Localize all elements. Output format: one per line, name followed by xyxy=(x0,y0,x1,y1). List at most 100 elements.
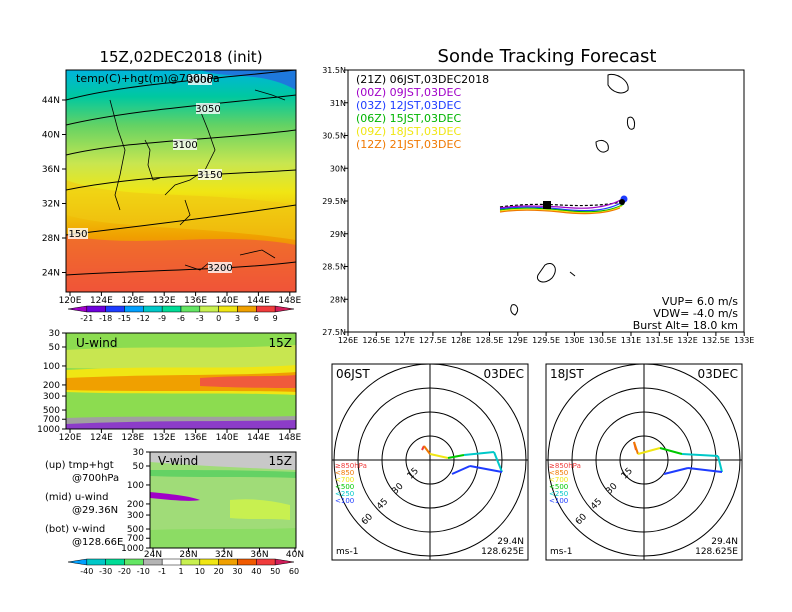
tracking-lon-label: 132E xyxy=(677,336,697,345)
tracking-lat-label: 29.5N xyxy=(322,197,346,206)
vwind-field xyxy=(150,452,296,548)
tracking-lat-label: 31.5N xyxy=(322,66,346,75)
temp-colorbar: -21 -18 -15 -12 -9 -6 -3 0 3 6 9 xyxy=(67,305,295,323)
map-lon-label: 120E xyxy=(59,296,82,306)
hodograph-segment xyxy=(463,451,495,456)
map-lat-label: 24N xyxy=(42,269,60,279)
tracking-lat-ticks: 31.5N 31N 30.5N 30N 29.5N 29N 28.5N 28N 27.5N xyxy=(322,66,348,337)
note-up-line2: @700hPa xyxy=(72,473,119,484)
tracking-lat-label: 28N xyxy=(330,295,346,304)
hodograph-segment xyxy=(633,441,639,455)
map-lat-label: 44N xyxy=(42,96,60,106)
map-lon-label: 124E xyxy=(90,296,113,306)
legend-00z: (00Z) 09JST,03DEC xyxy=(356,86,461,99)
uwind-pres-label: 700 xyxy=(43,415,60,425)
contour-label-3200: 3200 xyxy=(207,263,232,274)
vwind-lat-ticks: 24N 28N 32N 36N 40N xyxy=(144,548,304,560)
legend-09z: (09Z) 18JST,03DEC xyxy=(356,125,461,138)
tracking-lon-label: 131.5E xyxy=(645,336,673,345)
polar-lon: 128.625E xyxy=(481,547,524,557)
colorbar-swatch xyxy=(124,305,144,313)
polar-legend-item: <500 xyxy=(549,483,568,491)
uwind-lon-label: 144E xyxy=(247,433,270,443)
tracking-islands xyxy=(510,73,635,316)
contour-label-3000: 3000 xyxy=(187,75,212,86)
colorbar-swatch xyxy=(237,558,257,566)
colorbar-swatch xyxy=(161,305,182,313)
note-bot-line2: @128.66E xyxy=(72,537,123,548)
uwind-field xyxy=(66,333,296,429)
param-vup: VUP= 6.0 m/s xyxy=(662,295,738,308)
uwind-lon-ticks: 120E 124E 128E 132E 136E 140E 144E 148E xyxy=(59,429,302,443)
colorbar-swatch xyxy=(67,558,88,566)
colorbar-swatch xyxy=(180,558,201,566)
map-lon-ticks: 120E 124E 128E 132E 136E 140E 144E 148E xyxy=(59,292,302,306)
uwind-lon-label: 140E xyxy=(216,433,239,443)
colorbar-swatch xyxy=(199,558,219,566)
vwind-pres-label: 100 xyxy=(127,481,144,491)
polar-legend-item: <850 xyxy=(335,469,354,477)
vwind-lat-label: 40N xyxy=(286,550,304,560)
colorbar-swatch xyxy=(274,558,295,566)
tracking-lat-label: 31N xyxy=(330,99,346,108)
colorbar-label: 50 xyxy=(270,567,280,576)
map-lat-label: 40N xyxy=(42,131,60,141)
hodograph-segment xyxy=(451,465,471,475)
colorbar-label: -12 xyxy=(137,314,150,323)
map-lat-label: 28N xyxy=(42,234,60,244)
hodograph-segment xyxy=(717,455,723,473)
tracking-params: VUP= 6.0 m/s VDW= -4.0 m/s Burst Alt= 18… xyxy=(633,295,739,332)
polar-time: 06JST xyxy=(336,367,370,381)
uwind-pres-label: 100 xyxy=(43,362,60,372)
uwind-pres-label: 50 xyxy=(49,343,61,353)
polar-legend-item: ≥850hPa xyxy=(335,462,367,470)
uwind-lon-label: 148E xyxy=(278,433,301,443)
tracking-lon-label: 127.5E xyxy=(419,336,447,345)
polar-lon: 128.625E xyxy=(695,547,738,557)
uwind-pres-label: 500 xyxy=(43,406,60,416)
tracking-lon-label: 126E xyxy=(338,336,358,345)
vwind-lat-label: 28N xyxy=(179,550,197,560)
sonde-tracks xyxy=(499,195,628,215)
tracking-legend: (21Z) 06JST,03DEC2018 (00Z) 09JST,03DEC … xyxy=(356,73,489,151)
polar-legend-item: <250 xyxy=(549,490,568,498)
uwind-lon-label: 124E xyxy=(90,433,113,443)
map-lon-label: 132E xyxy=(153,296,176,306)
colorbar-label: 0 xyxy=(216,314,221,323)
map-panel-label: temp(C)+hgt(m)@700hPa xyxy=(76,72,220,85)
note-bot-line1: (bot) v-wind xyxy=(45,524,105,535)
tracking-lat-label: 28.5N xyxy=(322,263,346,272)
contour-label-3150: 3150 xyxy=(197,170,222,181)
hodograph-segment xyxy=(687,467,723,473)
tracking-lon-label: 127E xyxy=(394,336,414,345)
vwind-frame xyxy=(149,451,297,549)
colorbar-label: -9 xyxy=(158,314,166,323)
colorbar-swatch xyxy=(67,305,88,313)
uwind-pres-label: 200 xyxy=(43,381,60,391)
tracking-lat-label: 30.5N xyxy=(322,132,346,141)
tracking-lon-label: 130.5E xyxy=(589,336,617,345)
polar-lat: 29.4N xyxy=(711,537,738,547)
wind-colorbar: -40 -30 -20 -10 -1 1 10 20 30 40 50 60 xyxy=(67,558,299,576)
polar-legend-item: <500 xyxy=(335,483,354,491)
colorbar-label: 1 xyxy=(178,567,183,576)
legend-21z: (21Z) 06JST,03DEC2018 xyxy=(356,73,489,86)
colorbar-swatch xyxy=(143,558,163,566)
colorbar-swatch xyxy=(274,305,295,313)
uwind-label: U-wind xyxy=(76,336,117,350)
tracking-lon-label: 126.5E xyxy=(362,336,390,345)
map-lat-label: 32N xyxy=(42,200,60,210)
tracking-lon-label: 129.5E xyxy=(532,336,560,345)
colorbar-label: -1 xyxy=(158,567,166,576)
vwind-lat-label: 32N xyxy=(215,550,233,560)
tracking-lon-label: 133E xyxy=(734,336,754,345)
map-lon-label: 128E xyxy=(121,296,144,306)
colorbar-label: 3 xyxy=(235,314,240,323)
colorbar-swatch xyxy=(218,305,238,313)
vwind-time: 15Z xyxy=(269,454,293,468)
uwind-lon-label: 132E xyxy=(153,433,176,443)
colorbar-label: 9 xyxy=(273,314,278,323)
colorbar-label: -15 xyxy=(118,314,131,323)
